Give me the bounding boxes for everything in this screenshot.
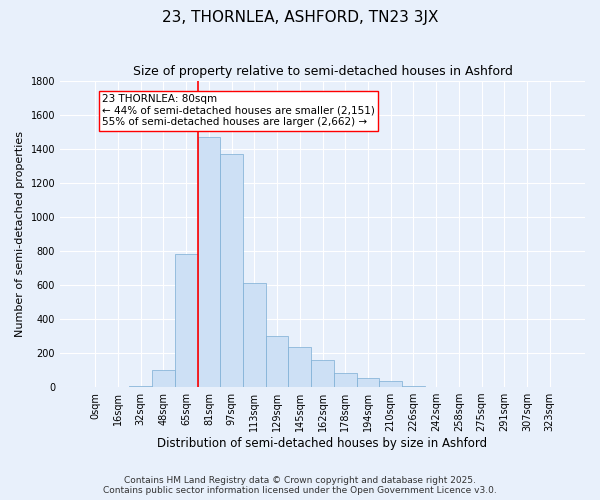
Title: Size of property relative to semi-detached houses in Ashford: Size of property relative to semi-detach… — [133, 65, 512, 78]
Bar — [152, 370, 175, 387]
Bar — [197, 137, 220, 387]
Y-axis label: Number of semi-detached properties: Number of semi-detached properties — [15, 131, 25, 337]
Bar — [379, 381, 402, 387]
Text: 23, THORNLEA, ASHFORD, TN23 3JX: 23, THORNLEA, ASHFORD, TN23 3JX — [162, 10, 438, 25]
Bar — [356, 378, 379, 387]
Bar — [130, 386, 152, 387]
Bar — [243, 283, 266, 387]
Bar — [334, 372, 356, 387]
Bar — [289, 347, 311, 387]
Text: Contains HM Land Registry data © Crown copyright and database right 2025.
Contai: Contains HM Land Registry data © Crown c… — [103, 476, 497, 495]
Text: 23 THORNLEA: 80sqm
← 44% of semi-detached houses are smaller (2,151)
55% of semi: 23 THORNLEA: 80sqm ← 44% of semi-detache… — [102, 94, 375, 128]
Bar — [220, 154, 243, 387]
X-axis label: Distribution of semi-detached houses by size in Ashford: Distribution of semi-detached houses by … — [157, 437, 488, 450]
Bar — [311, 360, 334, 387]
Bar — [175, 254, 197, 387]
Bar — [402, 386, 425, 387]
Bar — [266, 336, 289, 387]
